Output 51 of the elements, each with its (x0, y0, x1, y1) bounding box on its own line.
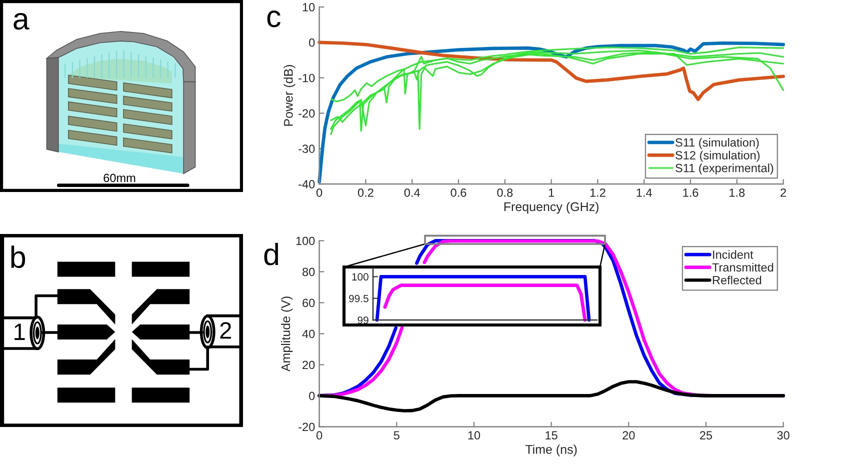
x-tick-label: 0.4 (404, 188, 420, 197)
legend-label: S12 (simulation) (676, 150, 760, 162)
text: d (264, 242, 278, 266)
x-tick-label: 1.4 (636, 188, 652, 197)
x-tick-label: 0 (316, 431, 322, 440)
x-tick-label: 0.6 (450, 188, 466, 197)
y-tick-label: 60 (302, 298, 315, 308)
legend-label: S11 (simulation) (676, 138, 759, 149)
legend-label: Reflected (712, 276, 762, 284)
legend-label: S11 (experimental) (676, 164, 774, 175)
x-tick-label: 1.2 (590, 188, 606, 197)
x-tick-label: 25 (700, 431, 712, 440)
y-axis-title: Amplitude (V) (281, 296, 293, 372)
legend-label: Incident (713, 250, 754, 259)
x-tick-label: 0 (316, 188, 322, 197)
y-tick-label: -20 (298, 109, 315, 118)
y-tick-label: 40 (302, 330, 315, 338)
x-axis-title: Frequency (GHz) (504, 202, 598, 214)
y-tick-label: 20 (302, 360, 315, 370)
text: a (14, 12, 30, 30)
y-tick-label: 100 (296, 236, 315, 246)
x-axis-title: Time (ns) (525, 444, 577, 456)
y-tick-label: 80 (302, 268, 315, 276)
text: 60mm (104, 174, 136, 182)
x-tick-label: 15 (546, 431, 558, 440)
x-tick-label: 0.8 (497, 188, 513, 197)
y-tick-label: -30 (298, 144, 315, 153)
y-tick-label: 10 (302, 3, 315, 12)
x-tick-label: 2 (780, 188, 786, 197)
text: 2 (220, 322, 232, 339)
y-tick-label: 99 (358, 316, 368, 324)
legend-label: Transmitted (712, 262, 774, 272)
y-axis-title: Power (dB) (284, 65, 296, 126)
x-tick-label: 1.8 (730, 188, 745, 197)
y-tick-label: -20 (298, 422, 315, 432)
y-tick-label: 100 (352, 273, 368, 281)
x-tick-label: 0.2 (358, 188, 374, 197)
x-tick-label: 1 (548, 188, 554, 197)
text: 1 (14, 324, 25, 340)
x-tick-label: 10 (468, 431, 480, 440)
x-tick-label: 5 (394, 431, 400, 440)
y-tick-label: -40 (298, 180, 315, 188)
text: c (267, 10, 280, 28)
y-tick-label: 99.5 (349, 294, 368, 302)
x-tick-label: 20 (622, 431, 635, 440)
x-tick-label: 30 (777, 431, 790, 440)
y-tick-label: 0 (309, 392, 315, 400)
y-tick-label: -10 (298, 74, 315, 82)
text: b (11, 246, 26, 268)
x-tick-label: 1.6 (683, 188, 698, 197)
y-tick-label: 0 (309, 38, 315, 47)
